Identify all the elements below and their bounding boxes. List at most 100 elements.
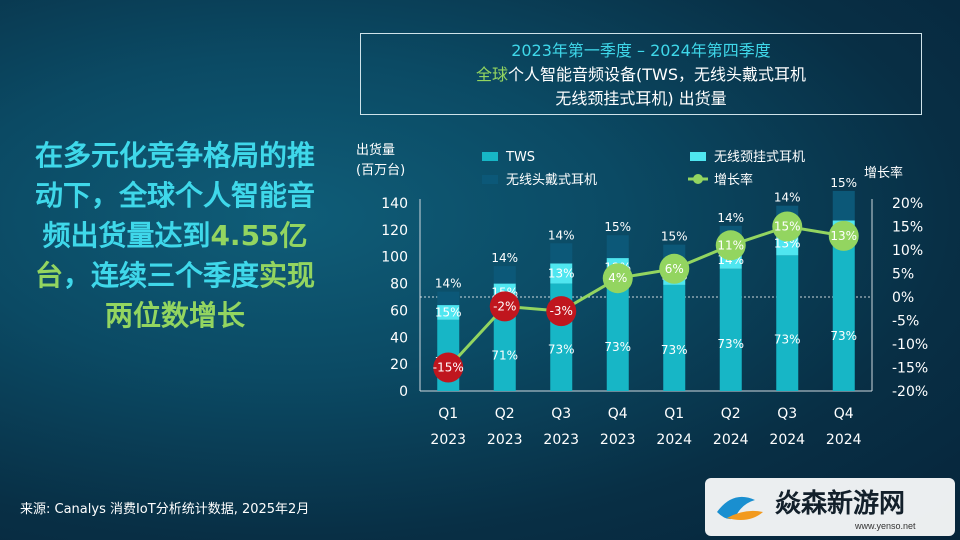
y2-tick-label: 5% — [892, 267, 914, 283]
bar-neckband-label: 15% — [435, 305, 462, 319]
growth-point-label: 13% — [830, 229, 857, 243]
y2-tick-label: -20% — [892, 384, 928, 400]
watermark-logo: 焱森新游网 www.yenso.net — [705, 478, 955, 536]
growth-point-label: -3% — [550, 304, 573, 318]
y-axis-title: 出货量 — [356, 142, 395, 158]
bar-tws — [493, 301, 516, 391]
headline-highlight-growth: 实现两位数增长 — [104, 259, 316, 332]
y-tick-label: 120 — [381, 223, 408, 239]
chart-title-line3: 无线颈挂式耳机) 出货量 — [555, 89, 727, 108]
bar-headphone-label: 14% — [435, 277, 462, 291]
bar-headphone — [493, 266, 516, 284]
x-tick-year: 2024 — [713, 432, 749, 448]
growth-point-label: 11% — [717, 238, 744, 252]
headline-part3: ，连续三个季度 — [62, 259, 259, 292]
bar-headphone — [437, 291, 460, 306]
x-tick-year: 2023 — [430, 432, 466, 448]
chart-title-line2: 全球个人智能音频设备(TWS，无线头戴式耳机 — [361, 63, 921, 87]
bar-tws-label: 73% — [774, 333, 801, 347]
growth-point-label: 4% — [608, 271, 627, 285]
y2-axis-title: 增长率 — [864, 165, 903, 181]
bar-tws — [663, 284, 686, 391]
x-tick-quarter: Q4 — [608, 406, 628, 422]
headline-part1: 在多元化竞争格局的推动下，全球个人智能音频出货量达到 — [34, 139, 315, 252]
x-tick-year: 2023 — [543, 432, 579, 448]
watermark-brand: 焱森新游网 — [775, 488, 905, 518]
source-note: 来源: Canalys 消费IoT分析统计数据, 2025年2月 — [20, 502, 310, 517]
growth-point — [433, 352, 464, 383]
x-tick-year: 2024 — [769, 432, 805, 448]
y-tick-label: 60 — [390, 303, 408, 319]
y-tick-label: 0 — [399, 384, 408, 400]
chart-title-box: 2023年第一季度 – 2024年第四季度 全球个人智能音频设备(TWS，无线头… — [360, 33, 922, 115]
x-tick-year: 2023 — [487, 432, 523, 448]
bar-tws-label: 73% — [717, 337, 744, 351]
y2-tick-label: -10% — [892, 337, 928, 353]
y-tick-label: 100 — [381, 250, 408, 266]
growth-point-label: 15% — [774, 220, 801, 234]
y-tick-label: 40 — [390, 330, 408, 346]
x-tick-quarter: Q2 — [721, 406, 741, 422]
bar-headphone-label: 14% — [774, 191, 801, 205]
x-tick-quarter: Q2 — [495, 406, 515, 422]
bar-headphone-label: 15% — [661, 230, 688, 244]
x-tick-quarter: Q4 — [834, 406, 854, 422]
bar-tws-label: 73% — [661, 343, 688, 357]
legend-swatch — [690, 152, 706, 161]
legend-label: 无线颈挂式耳机 — [714, 150, 805, 165]
chart-title-line1: 2023年第一季度 – 2024年第四季度 — [511, 41, 771, 60]
watermark-url: www.yenso.net — [854, 521, 916, 531]
bar-tws-label: 73% — [604, 340, 631, 354]
y-tick-label: 80 — [390, 277, 408, 293]
legend-swatch-marker — [693, 174, 703, 184]
growth-point — [489, 291, 520, 322]
bar-tws — [832, 244, 855, 391]
bar-headphone-label: 15% — [830, 176, 857, 190]
growth-point — [828, 220, 859, 251]
bar-neckband-label: 13% — [548, 267, 575, 281]
y2-tick-label: -5% — [892, 314, 919, 330]
x-tick-quarter: Q3 — [777, 406, 797, 422]
legend-label: 增长率 — [714, 172, 753, 188]
x-tick-year: 2024 — [826, 432, 862, 448]
bar-tws — [719, 268, 742, 391]
y2-tick-label: 10% — [892, 243, 923, 259]
x-tick-quarter: Q3 — [551, 406, 571, 422]
x-tick-quarter: Q1 — [438, 406, 458, 422]
legend-label: TWS — [505, 150, 535, 165]
bar-headphone-label: 15% — [604, 220, 631, 234]
bar-headphone — [550, 243, 573, 264]
bar-headphone — [832, 190, 855, 221]
growth-point — [659, 253, 690, 284]
growth-point — [546, 296, 577, 327]
bar-headphone-label: 14% — [717, 211, 744, 225]
y2-tick-label: 15% — [892, 220, 923, 236]
bar-tws-label: 71% — [491, 349, 518, 363]
legend-swatch — [482, 175, 498, 184]
bar-tws — [606, 276, 629, 391]
y2-tick-label: 0% — [892, 290, 914, 306]
bar-neckband — [550, 263, 573, 284]
y2-tick-label: -15% — [892, 361, 928, 377]
growth-point — [715, 230, 746, 261]
headline-text: 在多元化竞争格局的推动下，全球个人智能音频出货量达到4.55亿台，连续三个季度实… — [30, 136, 320, 336]
x-tick-year: 2024 — [656, 432, 692, 448]
y-tick-label: 20 — [390, 357, 408, 373]
bar-tws-label: 73% — [548, 342, 575, 356]
x-tick-quarter: Q1 — [664, 406, 684, 422]
bar-tws — [776, 255, 799, 391]
y-axis-unit: (百万台) — [356, 163, 405, 178]
y-tick-label: 140 — [381, 196, 408, 212]
bar-headphone-label: 14% — [491, 251, 518, 265]
growth-point — [602, 263, 633, 294]
headline-highlight-number: 4.55亿台 — [34, 219, 308, 292]
growth-point-label: -2% — [493, 299, 516, 313]
legend-label: 无线头戴式耳机 — [506, 173, 597, 188]
bar-headphone-label: 14% — [548, 228, 575, 242]
x-tick-year: 2023 — [600, 432, 636, 448]
bar-headphone — [606, 235, 629, 259]
bar-tws-label: 73% — [830, 329, 857, 343]
growth-point-label: 6% — [665, 262, 684, 276]
growth-point — [772, 211, 803, 242]
